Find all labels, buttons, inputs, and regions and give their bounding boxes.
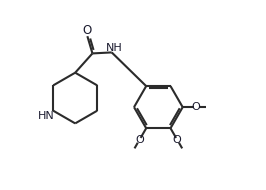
- Text: O: O: [191, 102, 200, 112]
- Text: O: O: [135, 135, 144, 145]
- Text: NH: NH: [106, 43, 123, 53]
- Text: O: O: [173, 135, 181, 145]
- Text: O: O: [83, 24, 92, 37]
- Text: HN: HN: [38, 111, 55, 121]
